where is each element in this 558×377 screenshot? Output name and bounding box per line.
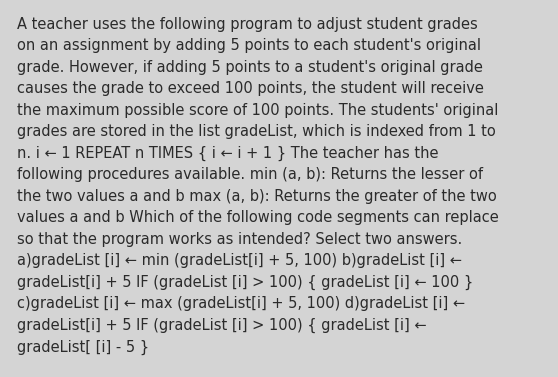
Text: A teacher uses the following program to adjust student grades: A teacher uses the following program to … <box>17 17 478 32</box>
Text: grade. However, if adding 5 points to a student's original grade: grade. However, if adding 5 points to a … <box>17 60 483 75</box>
Text: a)gradeList [i] ← min (gradeList[i] + 5, 100) b)gradeList [i] ←: a)gradeList [i] ← min (gradeList[i] + 5,… <box>17 253 461 268</box>
Text: values a and b Which of the following code segments can replace: values a and b Which of the following co… <box>17 210 498 225</box>
Text: the maximum possible score of 100 points. The students' original: the maximum possible score of 100 points… <box>17 103 498 118</box>
Text: gradeList[i] + 5 IF (gradeList [i] > 100) { gradeList [i] ←: gradeList[i] + 5 IF (gradeList [i] > 100… <box>17 318 426 333</box>
Text: n. i ← 1 REPEAT n TIMES { i ← i + 1 } The teacher has the: n. i ← 1 REPEAT n TIMES { i ← i + 1 } Th… <box>17 146 438 161</box>
Text: gradeList[ [i] - 5 }: gradeList[ [i] - 5 } <box>17 339 149 354</box>
Text: the two values a and b max (a, b): Returns the greater of the two: the two values a and b max (a, b): Retur… <box>17 189 497 204</box>
Text: following procedures available. min (a, b): Returns the lesser of: following procedures available. min (a, … <box>17 167 483 182</box>
Text: grades are stored in the list gradeList, which is indexed from 1 to: grades are stored in the list gradeList,… <box>17 124 496 139</box>
Text: gradeList[i] + 5 IF (gradeList [i] > 100) { gradeList [i] ← 100 }: gradeList[i] + 5 IF (gradeList [i] > 100… <box>17 275 473 290</box>
Text: so that the program works as intended? Select two answers.: so that the program works as intended? S… <box>17 232 462 247</box>
Text: on an assignment by adding 5 points to each student's original: on an assignment by adding 5 points to e… <box>17 38 481 54</box>
Text: c)gradeList [i] ← max (gradeList[i] + 5, 100) d)gradeList [i] ←: c)gradeList [i] ← max (gradeList[i] + 5,… <box>17 296 465 311</box>
Text: causes the grade to exceed 100 points, the student will receive: causes the grade to exceed 100 points, t… <box>17 81 484 97</box>
